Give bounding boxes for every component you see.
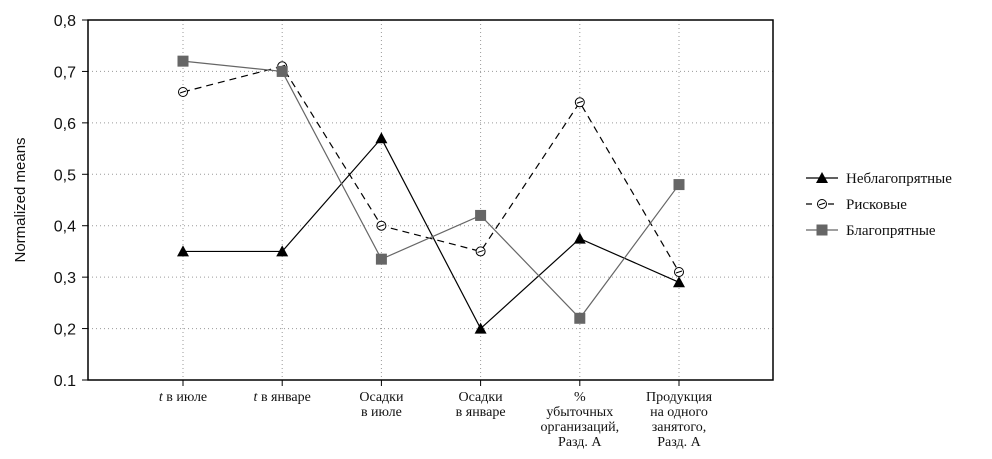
data-point: [673, 276, 685, 288]
y-tick-label: 0,6: [54, 116, 76, 133]
x-category-label: Осадки: [359, 390, 404, 405]
y-tick-label: 0,2: [54, 322, 76, 339]
data-point: [177, 245, 189, 257]
x-category-label-text: в июле: [163, 390, 207, 405]
data-point: [574, 97, 585, 108]
legend-label: Рисковые: [846, 197, 907, 213]
data-point: [475, 246, 486, 257]
y-tick-label: 0,3: [54, 270, 76, 287]
series-line: [182, 65, 680, 273]
y-axis-title: Normalized means: [12, 137, 29, 262]
x-category-label: в июле: [361, 405, 402, 420]
x-category-label: занятого,: [652, 420, 707, 435]
data-point: [276, 65, 288, 77]
x-category-label: %: [574, 390, 586, 405]
legend: Неблагопрятные Рисковые Благопрятные: [806, 171, 952, 239]
grid: [88, 20, 773, 380]
series-circle: [178, 61, 684, 277]
circle-marker-stroke: [378, 224, 385, 228]
x-category-label: в январе: [456, 405, 506, 420]
circle-marker-stroke: [179, 90, 187, 94]
x-category-label: t в январе: [254, 390, 311, 405]
circle-marker-stroke: [675, 270, 683, 274]
x-category-label: Продукция: [646, 390, 713, 405]
legend-label: Благопрятные: [846, 223, 936, 239]
legend-item: Рисковые: [806, 197, 907, 213]
y-axis-ticks: 0.1 0,2 0,3 0,4 0,5 0,6 0,7 0,8: [54, 13, 680, 390]
legend-marker: [816, 172, 828, 183]
series-lines: [177, 55, 685, 334]
y-tick-label: 0,8: [54, 13, 76, 30]
data-point: [673, 179, 685, 191]
x-category-label: Разд. А: [657, 435, 701, 450]
y-tick-label: 0,5: [54, 167, 76, 184]
y-tick-label: 0,7: [54, 64, 76, 81]
data-point: [474, 322, 487, 334]
x-category-label: убыточных: [546, 405, 613, 420]
x-category-label-italic: t: [159, 390, 164, 405]
legend-item: Благопрятные: [806, 223, 936, 239]
data-point: [276, 245, 289, 257]
data-point: [375, 253, 387, 265]
data-point: [674, 267, 684, 277]
circle-marker-stroke: [576, 100, 583, 104]
x-category-label-italic: t: [254, 390, 259, 405]
legend-marker: [816, 224, 828, 236]
data-point: [376, 220, 387, 231]
circle-marker-stroke: [818, 202, 826, 206]
y-tick-label: 0,4: [54, 219, 76, 236]
data-point: [375, 132, 388, 144]
data-point: [475, 209, 487, 221]
y-tick-label: 0.1: [54, 373, 76, 390]
series-triangle: [177, 132, 685, 334]
x-category-label: организаций,: [540, 420, 619, 435]
data-point: [573, 232, 586, 244]
data-point: [178, 87, 188, 97]
x-category-label: на одного: [650, 405, 708, 420]
series-line: [182, 60, 680, 320]
circle-marker-stroke: [477, 249, 484, 253]
series-line: [183, 137, 680, 330]
legend-marker: [817, 199, 827, 209]
plot-area-frame: [87, 19, 774, 381]
legend-item: Неблагопрятные: [806, 171, 952, 187]
x-category-label: Осадки: [459, 390, 504, 405]
series-square: [177, 55, 685, 324]
x-category-label: Разд. А: [558, 435, 602, 450]
data-point: [574, 312, 586, 324]
legend-label: Неблагопрятные: [846, 171, 952, 187]
x-category-label-text: в январе: [257, 390, 310, 405]
x-category-label: t в июле: [159, 390, 207, 405]
data-point: [177, 55, 189, 67]
